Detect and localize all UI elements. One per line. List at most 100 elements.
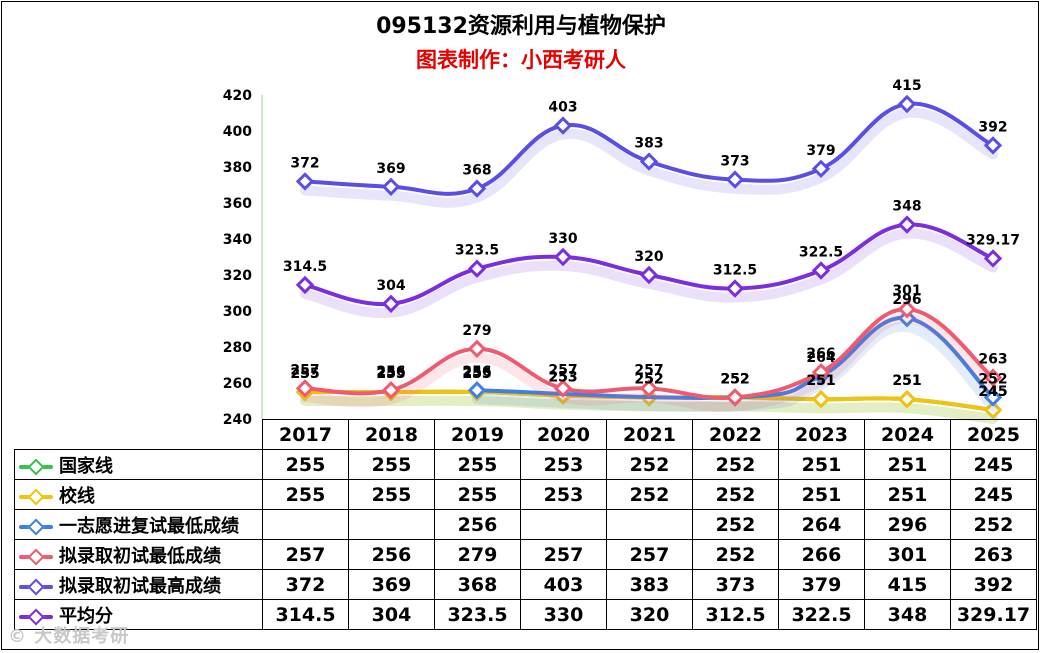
- table-row: 一志愿进复试最低成绩 256 252 264 296 252: [14, 509, 1037, 540]
- x-tick-label: 2017: [262, 419, 349, 450]
- data-label: 252: [634, 371, 663, 387]
- data-label: 372: [290, 155, 319, 171]
- table-row: 拟录取初试最低成绩 257 256 279 257 257 252 266 301 263: [14, 539, 1037, 570]
- y-tick-label: 380: [223, 160, 252, 176]
- data-label: 251: [892, 373, 921, 389]
- data-label: 255: [376, 366, 405, 382]
- data-point: [897, 390, 917, 409]
- data-label: 279: [462, 323, 491, 339]
- data-point: [983, 368, 1003, 387]
- legend-entry: 国家线: [14, 449, 263, 480]
- table-cell: [520, 509, 607, 540]
- data-label: 369: [376, 161, 405, 177]
- data-point: [639, 265, 659, 285]
- table-cell: 373: [692, 569, 779, 600]
- data-label: 415: [892, 78, 921, 94]
- y-tick-label: 360: [223, 196, 252, 212]
- x-tick-label: 2025: [950, 419, 1037, 450]
- legend-entry: 拟录取初试最低成绩: [14, 539, 263, 570]
- table-cell: 383: [606, 569, 693, 600]
- x-tick-label: 2019: [434, 419, 521, 450]
- legend-entry: 一志愿进复试最低成绩: [14, 509, 263, 540]
- table-cell: 252: [692, 479, 779, 510]
- legend-entry: 校线: [14, 479, 263, 510]
- y-tick-label: 400: [223, 124, 252, 140]
- data-label: 257: [548, 362, 577, 378]
- table-corner: [14, 419, 263, 450]
- table-cell: 255: [434, 449, 521, 480]
- table-cell: 304: [348, 599, 435, 630]
- data-point: [381, 294, 401, 313]
- table-cell: 251: [864, 449, 951, 480]
- data-point: [553, 247, 573, 267]
- data-label: 322.5: [799, 245, 843, 261]
- data-point: [897, 215, 917, 234]
- table-cell: 392: [950, 569, 1037, 600]
- data-label: 257: [634, 362, 663, 378]
- x-tick-label: 2018: [348, 419, 435, 450]
- table-cell: [606, 509, 693, 540]
- legend-label: 国家线: [59, 455, 113, 477]
- data-point: [467, 259, 487, 278]
- data-label: 368: [462, 163, 491, 179]
- table-cell: 255: [262, 479, 349, 510]
- y-tick-label: 280: [223, 340, 252, 356]
- data-label: 330: [548, 231, 577, 247]
- data-point: [553, 379, 573, 398]
- data-point: [467, 381, 487, 400]
- table-cell: 266: [778, 539, 865, 570]
- table-cell: 330: [520, 599, 607, 630]
- data-label: 251: [806, 373, 835, 389]
- data-label: 392: [978, 119, 1007, 135]
- table-cell: 252: [950, 509, 1037, 540]
- data-point: [983, 400, 1003, 420]
- table-cell: 368: [434, 569, 521, 600]
- data-point: [811, 261, 831, 280]
- data-label: 255: [462, 366, 491, 382]
- data-label: 252: [720, 371, 749, 387]
- legend-label: 校线: [59, 485, 95, 507]
- watermark: © 大数据考研: [8, 626, 130, 647]
- table-cell: 252: [692, 509, 779, 540]
- legend-marker-icon: [19, 548, 53, 565]
- legend-marker-icon: [19, 518, 53, 535]
- legend-marker-icon: [19, 578, 53, 595]
- legend-label: 平均分: [59, 605, 113, 627]
- data-label: 255: [290, 366, 319, 382]
- legend-marker-icon: [19, 608, 53, 625]
- table-cell: 253: [520, 479, 607, 510]
- data-label: 256: [376, 364, 405, 380]
- data-label: 251: [892, 373, 921, 389]
- data-label: 320: [634, 249, 663, 265]
- legend-marker-icon: [19, 458, 53, 475]
- legend-label: 一志愿进复试最低成绩: [59, 515, 239, 537]
- data-label: 252: [720, 371, 749, 387]
- table-row: 国家线 255 255 255 253 252 252 251 251 245: [14, 449, 1037, 480]
- table-cell: 312.5: [692, 599, 779, 630]
- table-cell: 329.17: [950, 599, 1037, 630]
- table-row: 平均分 314.5 304 323.5 330 320 312.5 322.5 348 329.1…: [14, 599, 1037, 630]
- table-cell: 320: [606, 599, 693, 630]
- data-label: 264: [806, 350, 835, 366]
- data-label: 379: [806, 143, 835, 159]
- table-cell: 323.5: [434, 599, 521, 630]
- data-label: 312.5: [713, 263, 757, 279]
- data-point: [725, 279, 745, 298]
- legend-label: 拟录取初试最低成绩: [59, 545, 221, 567]
- legend-entry: 平均分: [14, 599, 263, 630]
- table-cell: 252: [692, 449, 779, 480]
- data-label: 329.17: [966, 232, 1020, 248]
- data-point: [467, 339, 487, 358]
- data-point: [811, 159, 831, 178]
- data-point: [381, 177, 401, 196]
- table-row: 校线 255 255 255 253 252 252 251 251 245: [14, 479, 1037, 510]
- data-point: [983, 249, 1003, 268]
- data-label: 255: [462, 366, 491, 382]
- data-label: 266: [806, 346, 835, 362]
- data-label: 253: [548, 370, 577, 386]
- series-line: [475, 316, 995, 400]
- data-label: 296: [892, 292, 921, 308]
- data-label: 252: [978, 371, 1007, 387]
- table-cell: 263: [950, 539, 1037, 570]
- table-cell: 403: [520, 569, 607, 600]
